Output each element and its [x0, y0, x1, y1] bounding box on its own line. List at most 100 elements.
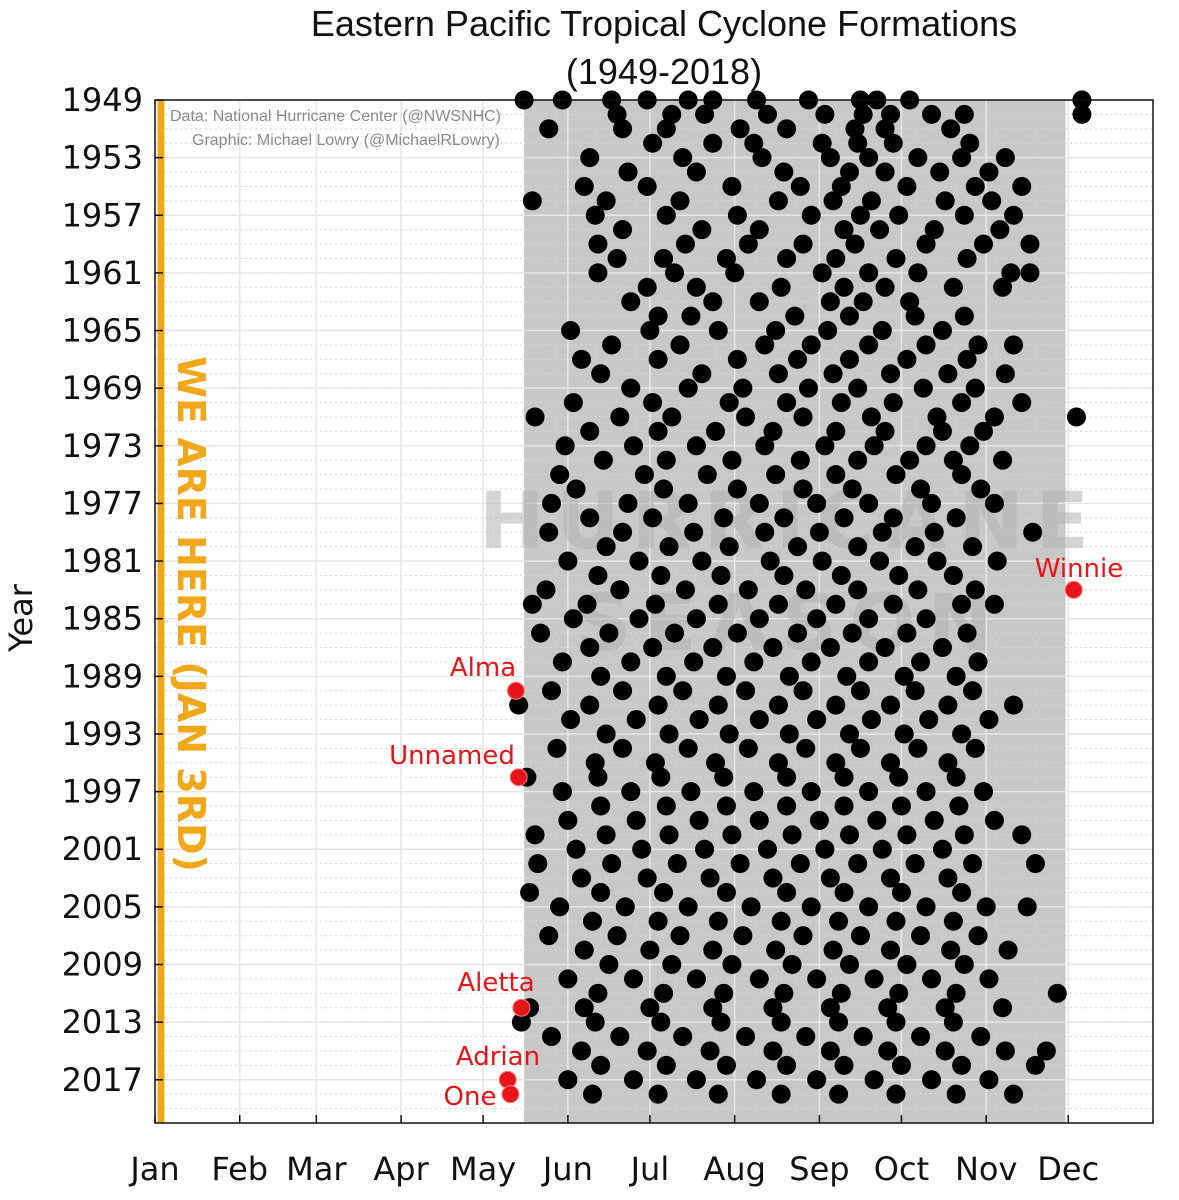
data-point	[839, 724, 859, 744]
data-point	[777, 119, 797, 139]
data-point	[922, 1070, 942, 1090]
data-point	[651, 1012, 671, 1032]
data-point	[703, 133, 723, 153]
x-tick-label: May	[450, 1150, 516, 1188]
data-point	[766, 940, 786, 960]
season-band	[524, 100, 1066, 1123]
data-point	[867, 810, 887, 830]
data-point	[1004, 695, 1024, 715]
data-point	[831, 176, 851, 196]
data-point	[788, 623, 808, 643]
data-point	[634, 465, 654, 485]
data-point	[662, 407, 682, 427]
data-point	[859, 148, 879, 168]
data-point	[960, 133, 980, 153]
data-point	[613, 738, 633, 758]
data-point	[979, 162, 999, 182]
data-point	[793, 681, 813, 701]
data-point	[935, 998, 955, 1018]
data-point	[585, 205, 605, 225]
y-tick-label: 1961	[62, 254, 143, 292]
data-point	[599, 623, 619, 643]
data-point	[670, 335, 690, 355]
y-tick-label: 1989	[62, 657, 143, 695]
data-point	[596, 724, 616, 744]
data-point	[585, 1012, 605, 1032]
data-point	[812, 263, 832, 283]
data-point	[1025, 854, 1045, 874]
data-point	[820, 638, 840, 658]
data-point	[889, 983, 909, 1003]
data-point	[900, 450, 920, 470]
plot-area: HURRICANESEASONWE ARE HERE (JAN 3RD)Winn…	[62, 81, 1154, 1188]
data-point	[957, 623, 977, 643]
data-point	[654, 479, 674, 499]
data-point	[782, 825, 802, 845]
data-point	[820, 148, 840, 168]
data-point	[952, 594, 972, 614]
data-point	[943, 1012, 963, 1032]
data-point	[954, 104, 974, 124]
data-point	[796, 1027, 816, 1047]
data-point	[829, 911, 849, 931]
y-tick-label: 1965	[62, 312, 143, 350]
data-point	[932, 421, 952, 441]
data-point	[845, 234, 865, 254]
data-point	[870, 551, 890, 571]
data-point	[954, 306, 974, 326]
data-point	[859, 493, 879, 513]
y-tick-label: 2009	[62, 946, 143, 984]
data-point	[752, 148, 772, 168]
data-point	[993, 277, 1013, 297]
x-tick-label: Dec	[1037, 1150, 1099, 1188]
data-point	[591, 796, 611, 816]
y-tick-label: 2005	[62, 888, 143, 926]
data-point	[979, 969, 999, 989]
data-point	[637, 1041, 657, 1061]
y-tick-label: 1985	[62, 600, 143, 638]
data-point	[692, 220, 712, 240]
data-point	[727, 349, 747, 369]
data-point	[659, 724, 679, 744]
data-point	[916, 234, 936, 254]
data-point	[984, 594, 1004, 614]
data-point	[613, 681, 633, 701]
y-tick-label: 1949	[62, 81, 143, 119]
data-point	[582, 911, 602, 931]
chart-subtitle: (1949-2018)	[566, 51, 762, 92]
data-point	[613, 522, 633, 542]
data-point	[509, 695, 529, 715]
data-point	[550, 465, 570, 485]
data-point	[793, 926, 813, 946]
storm-label: Unnamed	[389, 741, 515, 771]
data-point	[982, 191, 1002, 211]
data-point	[889, 767, 909, 787]
data-point	[749, 292, 769, 312]
data-point	[648, 421, 668, 441]
data-point	[965, 580, 985, 600]
data-point	[667, 854, 687, 874]
data-point	[848, 133, 868, 153]
data-point	[572, 1041, 592, 1061]
data-point	[853, 104, 873, 124]
data-point	[596, 537, 616, 557]
data-point	[777, 248, 797, 268]
data-point	[842, 479, 862, 499]
data-point	[552, 782, 572, 802]
data-point	[703, 292, 723, 312]
data-point	[602, 335, 622, 355]
data-point	[905, 854, 925, 874]
data-point	[952, 882, 972, 902]
data-point	[891, 882, 911, 902]
data-point	[678, 378, 698, 398]
data-point	[645, 753, 665, 773]
data-point	[968, 652, 988, 672]
data-point	[826, 753, 846, 773]
data-point	[561, 321, 581, 341]
data-point	[938, 753, 958, 773]
data-point	[673, 1027, 693, 1047]
data-point	[659, 825, 679, 845]
data-point	[670, 926, 690, 946]
data-point	[796, 738, 816, 758]
data-point	[837, 666, 857, 686]
